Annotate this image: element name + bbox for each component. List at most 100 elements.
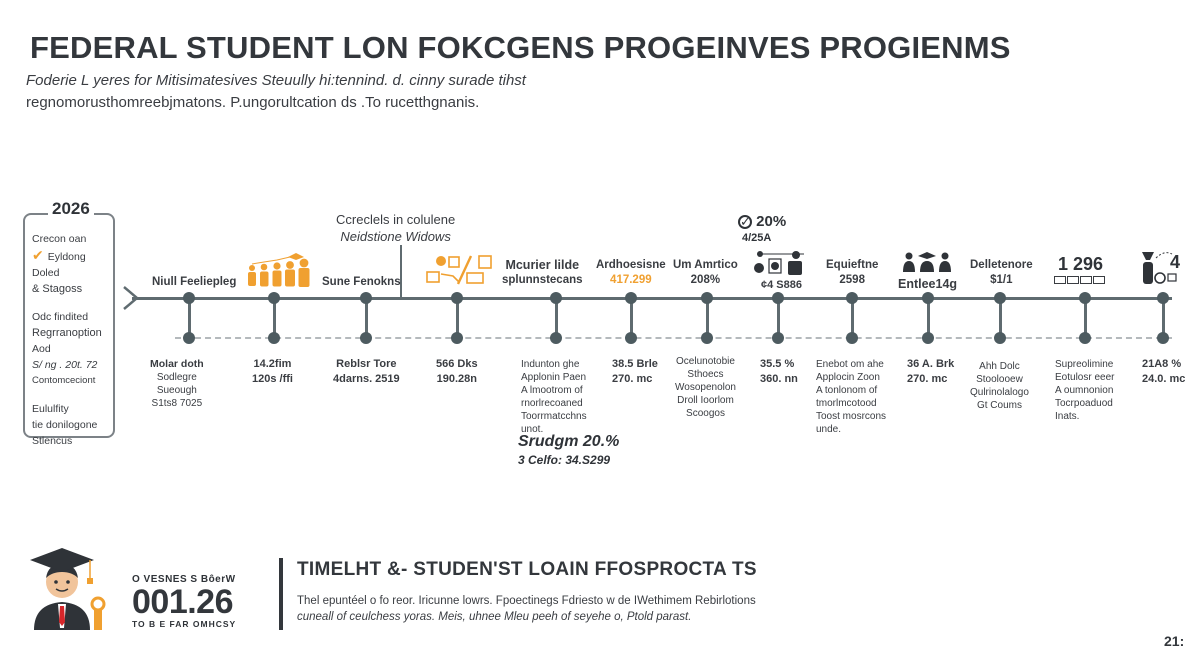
year-text: tie donilogone xyxy=(32,419,98,431)
timeline-node-lower[interactable] xyxy=(772,332,784,344)
label-line: Mcurier lilde xyxy=(505,258,580,272)
year-block-1: Crecon oan ✔ Eyldong Doled & Stagoss xyxy=(32,231,107,297)
timeline-node[interactable] xyxy=(1079,292,1091,304)
milestone-3-detail: Reblsr Tore 4darns. 2519 xyxy=(333,357,400,387)
detail-line: unde. xyxy=(816,424,842,435)
footer-description: Thel epuntéel o fo reor. Iricunne lowrs.… xyxy=(297,593,756,625)
milestone-11-detail: Ahh Dolc Stoolooew Qulrinolalogo Gt Coum… xyxy=(970,360,1029,412)
timeline-node[interactable] xyxy=(772,292,784,304)
year-text: Eyldong xyxy=(47,251,86,263)
graduates-icon xyxy=(903,252,951,272)
footer-text-line-1: Thel epuntéel o fo reor. Iricunne lowrs.… xyxy=(297,595,756,607)
detail-line: A oumnonion xyxy=(1055,385,1114,396)
timeline-node-lower[interactable] xyxy=(994,332,1006,344)
timeline-node[interactable] xyxy=(360,292,372,304)
footer-divider xyxy=(279,558,283,630)
detail-line: Droll Ioorlom xyxy=(677,395,734,406)
timeline-stem xyxy=(999,298,1002,338)
milestone-8-top-value: ¢4 S886 xyxy=(761,279,802,291)
page-subtitle: Foderie L yeres for Mitisimatesives Steu… xyxy=(26,70,526,114)
timeline-node[interactable] xyxy=(268,292,280,304)
year-text: Odc findited xyxy=(32,311,89,323)
detail-line: Gt Coums xyxy=(976,400,1022,411)
milestone-2-detail: 14.2fim 120s /ffi xyxy=(252,357,293,387)
detail-line: 270. mc xyxy=(612,373,653,385)
milestone-7-detail: Ocelunotobie Sthoecs Wosopenolon Droll I… xyxy=(675,355,736,420)
detail-line: rnorlrecoaned xyxy=(521,398,583,409)
timeline-node[interactable] xyxy=(994,292,1006,304)
timeline-stem xyxy=(456,298,459,338)
timeline-node-lower[interactable] xyxy=(1079,332,1091,344)
year-text: Regrranoption xyxy=(32,327,102,339)
detail-line: 360. nn xyxy=(760,373,798,385)
detail-line: Stoolooew xyxy=(976,374,1023,385)
timeline-node[interactable] xyxy=(701,292,713,304)
timeline-node-lower[interactable] xyxy=(1157,332,1169,344)
timeline-node[interactable] xyxy=(922,292,934,304)
milestone-10-top-label: Entlee14g xyxy=(898,277,958,291)
detail-line: Sueough xyxy=(156,385,197,396)
milestone-8-detail: 35.5 % 360. nn xyxy=(760,357,798,387)
cost-chart-4-icon: 4 xyxy=(1142,252,1180,284)
timeline-node[interactable] xyxy=(550,292,562,304)
detail-line: Qulrinolalogo xyxy=(970,387,1029,398)
timeline-node-lower[interactable] xyxy=(625,332,637,344)
timeline-node-lower[interactable] xyxy=(846,332,858,344)
year-text: Doled xyxy=(32,267,60,279)
counter-label-bottom: TO B E FAR OMHCSY xyxy=(132,619,237,629)
milestone-1-detail: Molar doth Sodlegre Sueough S1ts8 7025 xyxy=(150,358,204,410)
detail-line: Sthoecs xyxy=(687,369,724,380)
timeline-stem xyxy=(188,298,191,338)
timeline-stem xyxy=(706,298,709,338)
svg-text:4: 4 xyxy=(1170,252,1180,272)
subtitle-line-2: regnomorusthomreebjmatons. P.ungorultcat… xyxy=(26,94,480,111)
timeline-node[interactable] xyxy=(183,292,195,304)
detail-line: Sodlegre xyxy=(156,372,197,383)
year-check-row: ✔ Eyldong xyxy=(32,247,107,265)
footer-text-line-2: cuneall of ceulchess yoras. Meis, uhnee … xyxy=(297,611,692,623)
timeline-node-lower[interactable] xyxy=(922,332,934,344)
callout-line-1: Ccreclels in colulene xyxy=(336,212,456,227)
year-block-2: Odc findited Regrranoption Aod S/ ng . 2… xyxy=(32,309,107,389)
label-value: 417.299 xyxy=(610,274,652,286)
timeline-node-lower[interactable] xyxy=(268,332,280,344)
timeline-node[interactable] xyxy=(451,292,463,304)
timeline-node[interactable] xyxy=(625,292,637,304)
timeline-node[interactable] xyxy=(1157,292,1169,304)
timeline-stem xyxy=(630,298,633,338)
mini-box xyxy=(1093,276,1105,284)
people-network-icon xyxy=(754,251,804,275)
timeline-node-lower[interactable] xyxy=(183,332,195,344)
milestone-12-top-value: 1 296 xyxy=(1058,254,1104,274)
detail-line: Indunton ghe xyxy=(521,359,580,370)
milestone-10-detail: 36 A. Brk 270. mc xyxy=(907,357,954,387)
stat-line-2: 3 Celfo: 34.S299 xyxy=(518,453,611,467)
timeline-stem xyxy=(555,298,558,338)
detail-line: 14.2fim xyxy=(253,358,292,370)
timeline-node-lower[interactable] xyxy=(360,332,372,344)
detail-line: 35.5 % xyxy=(760,358,795,370)
timeline-stem xyxy=(927,298,930,338)
detail-line: Applocin Zoon xyxy=(816,372,880,383)
detail-line: 120s /ffi xyxy=(252,373,293,385)
progress-mini-boxes xyxy=(1054,276,1105,284)
detail-line: 566 Dks xyxy=(436,358,478,370)
year-block-3: Eululfity tie donilogone Stlencus xyxy=(32,401,107,449)
timeline-node[interactable] xyxy=(846,292,858,304)
detail-line: Inats. xyxy=(1055,411,1080,422)
milestone-5-top-label: Mcurier lilde splunnstecans xyxy=(502,258,583,288)
timeline-node-lower[interactable] xyxy=(451,332,463,344)
counter-value: 001.26 xyxy=(132,583,234,621)
label-line: splunnstecans xyxy=(502,274,583,286)
counter-label-top: O VESNES S BôerW xyxy=(132,574,236,585)
detail-line: A lmootrom of xyxy=(521,385,583,396)
year-text: S/ ng . 20t. 72 xyxy=(32,359,98,371)
milestone-6-detail: 38.5 Brle 270. mc xyxy=(612,357,658,387)
timeline-node-lower[interactable] xyxy=(701,332,713,344)
percent-value: 20% xyxy=(756,213,787,230)
label-value: 2598 xyxy=(839,274,865,286)
detail-line: 24.0. mc xyxy=(1142,373,1186,385)
timeline-node-lower[interactable] xyxy=(550,332,562,344)
detail-line: Applonin Paen xyxy=(521,372,587,383)
milestone-7-top-label: Um Amrtico 208% xyxy=(673,258,738,288)
